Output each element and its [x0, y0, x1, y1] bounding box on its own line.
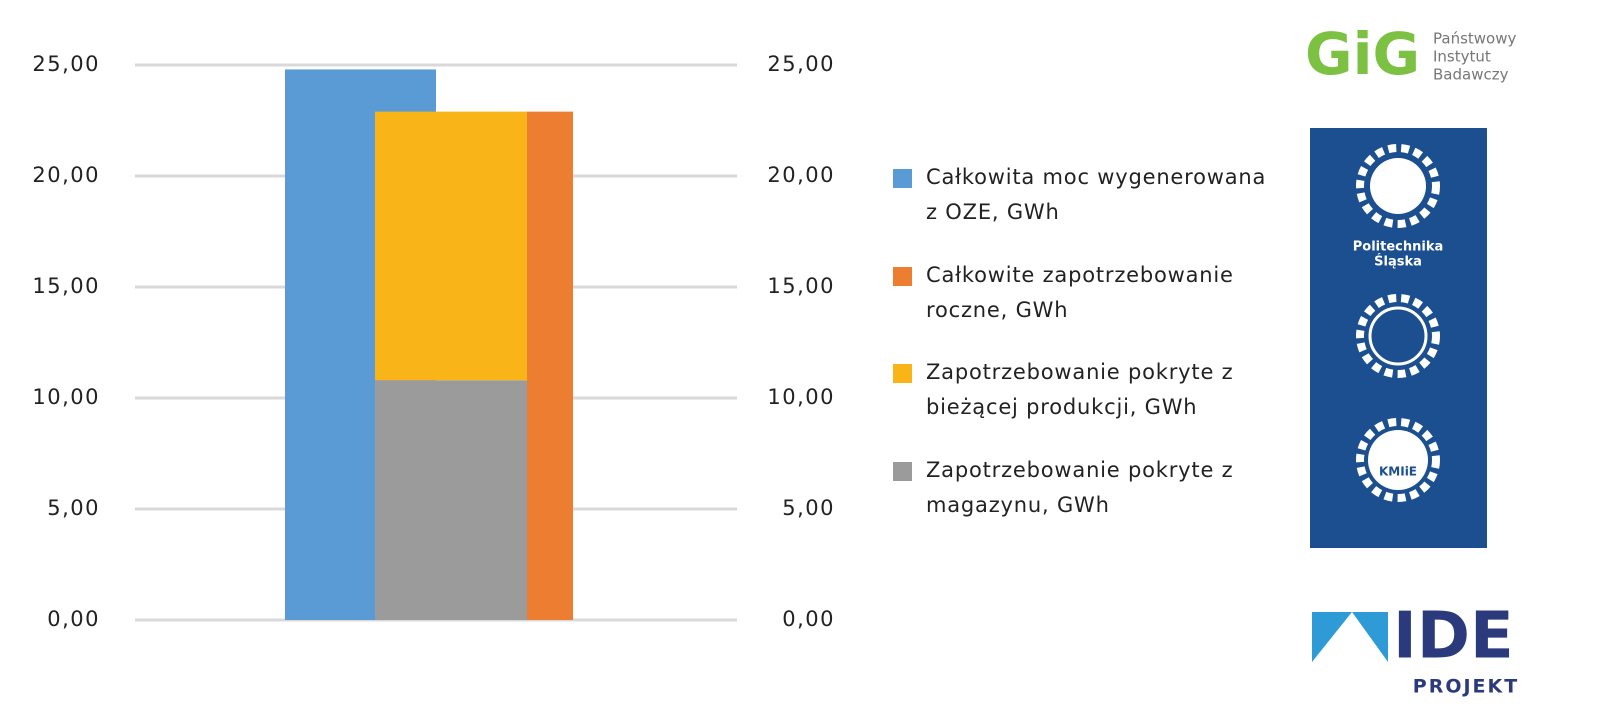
ide-text: PROJEKT	[1413, 676, 1519, 698]
ide-shape	[1352, 612, 1388, 662]
emblem	[1370, 158, 1426, 214]
legend-item: Całkowita moc wygenerowana z OZE, GWh	[893, 160, 1273, 258]
legend-label: Zapotrzebowanie pokryte z bieżącej produ…	[926, 360, 1234, 419]
bar	[375, 111, 527, 381]
polsl-panel: Politechnika Śląska KMIiE	[1310, 128, 1487, 548]
gig-text: Badawczy	[1433, 66, 1509, 84]
ide-shape	[1312, 612, 1352, 662]
legend-label: Zapotrzebowanie pokryte z magazynu, GWh	[926, 457, 1234, 517]
legend: Całkowita moc wygenerowana z OZE, GWh Cał…	[893, 160, 1273, 550]
legend-item: Zapotrzebowanie pokryte z magazynu, GWh	[893, 453, 1273, 551]
bar	[375, 380, 527, 620]
y-tick-label: 5,00	[47, 496, 100, 520]
legend-swatch	[893, 364, 912, 383]
y2-tick-label: 5,00	[782, 496, 835, 520]
y-tick-label: 25,00	[32, 52, 100, 76]
ide-mark: IDE	[1393, 600, 1514, 674]
y2-tick-label: 25,00	[767, 52, 835, 76]
kmiie-text: KMIiE	[1379, 465, 1417, 479]
emblem	[1356, 418, 1440, 502]
bar	[527, 111, 573, 621]
y-tick-label: 15,00	[32, 274, 100, 298]
ide-logo: IDE PROJEKT	[1312, 600, 1519, 698]
legend-swatch	[893, 169, 912, 188]
legend-item: Zapotrzebowanie pokryte z bieżącej produ…	[893, 355, 1273, 453]
y2-tick-label: 20,00	[767, 163, 835, 187]
y-tick-label: 10,00	[32, 385, 100, 409]
y2-tick-label: 10,00	[767, 385, 835, 409]
gig-logo: GiG Państwowy Instytut Badawczy	[1305, 20, 1516, 88]
y2-tick-label: 15,00	[767, 274, 835, 298]
y-tick-label: 0,00	[47, 607, 100, 631]
legend-label: Całkowite zapotrzebowanie roczne, GWh	[926, 262, 1234, 322]
legend-swatch	[893, 461, 912, 481]
y-tick-label: 20,00	[32, 163, 100, 187]
emblem	[1368, 306, 1428, 366]
polsl-text: Śląska	[1374, 254, 1422, 270]
y2-tick-label: 0,00	[782, 607, 835, 631]
emblem	[1356, 144, 1440, 228]
gig-mark: GiG	[1305, 20, 1420, 88]
legend-swatch	[893, 266, 912, 286]
emblem	[1356, 294, 1440, 378]
emblem	[1368, 430, 1428, 490]
legend-item: Całkowite zapotrzebowanie roczne, GWh	[893, 258, 1273, 356]
polsl-text: Politechnika	[1353, 240, 1444, 255]
gig-text: Państwowy	[1433, 30, 1516, 48]
gig-text: Instytut	[1433, 48, 1491, 66]
legend-label: Całkowita moc wygenerowana z OZE, GWh	[926, 165, 1267, 224]
